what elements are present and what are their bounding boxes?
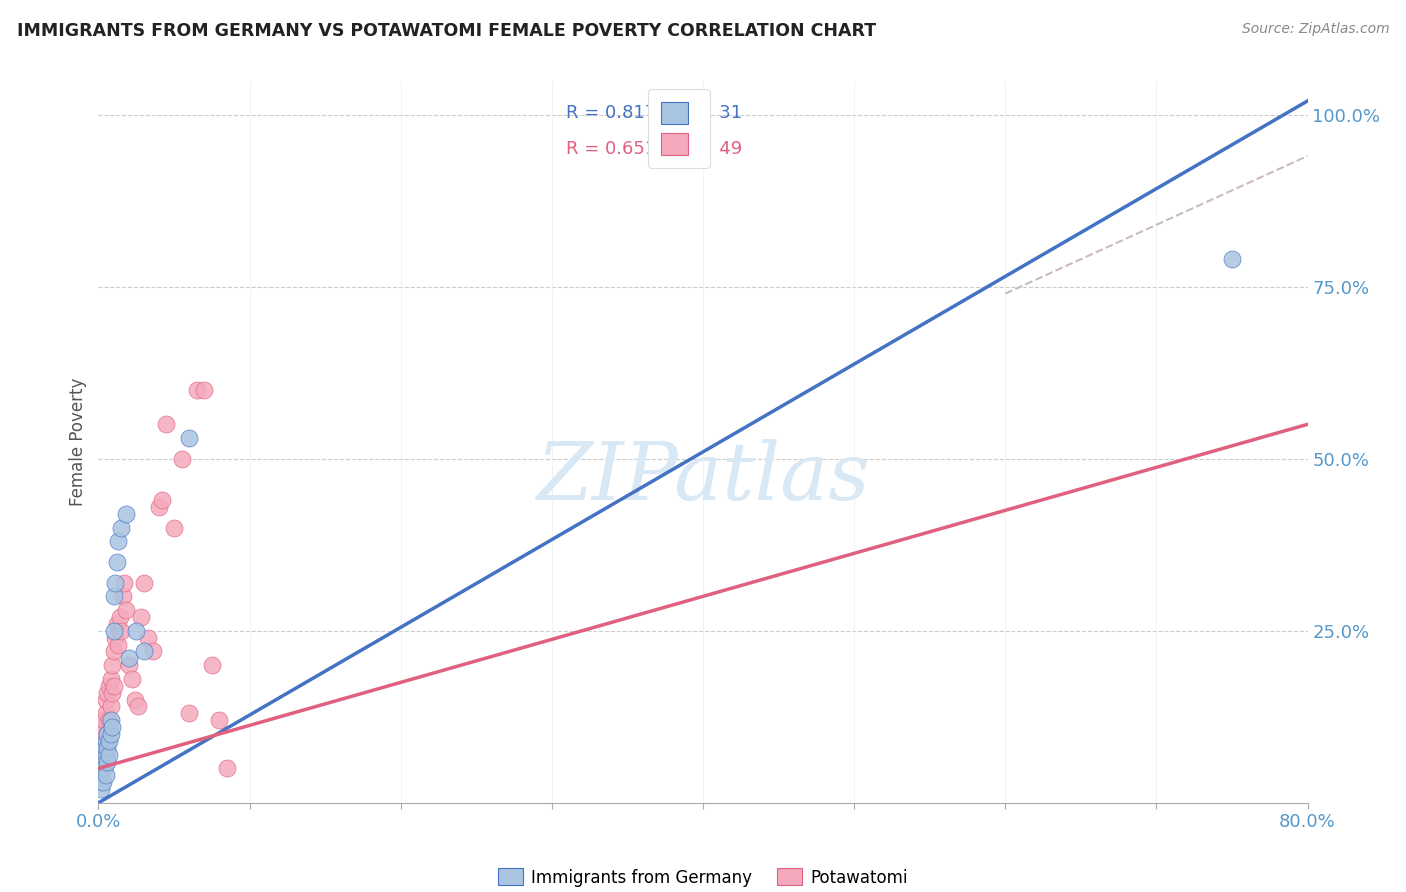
- Point: [94, 692, 117, 706]
- Point: [96, 755, 118, 769]
- Point: [132, 575, 155, 590]
- Point: [91, 720, 114, 734]
- Point: [103, 624, 125, 638]
- Text: R = 0.817   N =  31: R = 0.817 N = 31: [567, 103, 742, 122]
- Point: [215, 761, 238, 775]
- Text: Source: ZipAtlas.com: Source: ZipAtlas.com: [1241, 22, 1389, 37]
- Point: [125, 624, 148, 638]
- Text: IMMIGRANTS FROM GERMANY VS POTAWATOMI FEMALE POVERTY CORRELATION CHART: IMMIGRANTS FROM GERMANY VS POTAWATOMI FE…: [17, 22, 876, 40]
- Point: [98, 713, 121, 727]
- Point: [142, 644, 165, 658]
- Point: [105, 616, 128, 631]
- Point: [105, 555, 128, 569]
- Point: [90, 727, 112, 741]
- Text: ZIPatlas: ZIPatlas: [536, 439, 870, 516]
- Point: [91, 775, 114, 789]
- Point: [148, 500, 170, 514]
- Point: [100, 699, 122, 714]
- Point: [93, 713, 115, 727]
- Point: [201, 658, 224, 673]
- Point: [90, 761, 112, 775]
- Point: [132, 644, 155, 658]
- Point: [179, 706, 201, 721]
- Point: [124, 692, 146, 706]
- Point: [94, 747, 117, 762]
- Point: [96, 727, 118, 741]
- Legend: Immigrants from Germany, Potawatomi: Immigrants from Germany, Potawatomi: [491, 862, 915, 892]
- Point: [114, 603, 136, 617]
- Point: [93, 761, 115, 775]
- Point: [127, 699, 149, 714]
- Point: [108, 610, 131, 624]
- Point: [110, 520, 132, 534]
- Point: [91, 755, 114, 769]
- Point: [118, 651, 141, 665]
- Point: [90, 782, 112, 797]
- Point: [101, 720, 124, 734]
- Point: [89, 775, 111, 789]
- Point: [94, 768, 117, 782]
- Point: [107, 534, 129, 549]
- Point: [104, 575, 127, 590]
- Point: [186, 383, 208, 397]
- Y-axis label: Female Poverty: Female Poverty: [69, 377, 87, 506]
- Point: [170, 451, 193, 466]
- Point: [94, 734, 117, 748]
- Point: [103, 644, 125, 658]
- Point: [1220, 252, 1243, 267]
- Point: [121, 672, 143, 686]
- Point: [118, 658, 141, 673]
- Point: [163, 520, 186, 534]
- Point: [129, 610, 152, 624]
- Point: [91, 747, 114, 762]
- Point: [136, 631, 159, 645]
- Point: [91, 740, 114, 755]
- Text: R = 0.651   N =  49: R = 0.651 N = 49: [567, 140, 742, 158]
- Point: [98, 679, 121, 693]
- Point: [107, 638, 129, 652]
- Point: [100, 713, 122, 727]
- Point: [112, 575, 135, 590]
- Point: [104, 631, 127, 645]
- Point: [94, 734, 117, 748]
- Point: [103, 590, 125, 604]
- Point: [94, 706, 117, 721]
- Point: [96, 686, 118, 700]
- Point: [96, 740, 118, 755]
- Point: [100, 727, 122, 741]
- Point: [101, 686, 124, 700]
- Point: [110, 624, 132, 638]
- Point: [93, 740, 115, 755]
- Point: [98, 734, 121, 748]
- Point: [100, 672, 122, 686]
- Point: [193, 383, 215, 397]
- Point: [150, 493, 173, 508]
- Point: [103, 679, 125, 693]
- Point: [91, 755, 114, 769]
- Point: [93, 747, 115, 762]
- Point: [155, 417, 177, 432]
- Point: [98, 747, 121, 762]
- Point: [96, 727, 118, 741]
- Point: [111, 590, 134, 604]
- Point: [114, 507, 136, 521]
- Point: [208, 713, 231, 727]
- Point: [101, 658, 124, 673]
- Point: [179, 431, 201, 445]
- Point: [89, 740, 111, 755]
- Point: [89, 768, 111, 782]
- Point: [90, 761, 112, 775]
